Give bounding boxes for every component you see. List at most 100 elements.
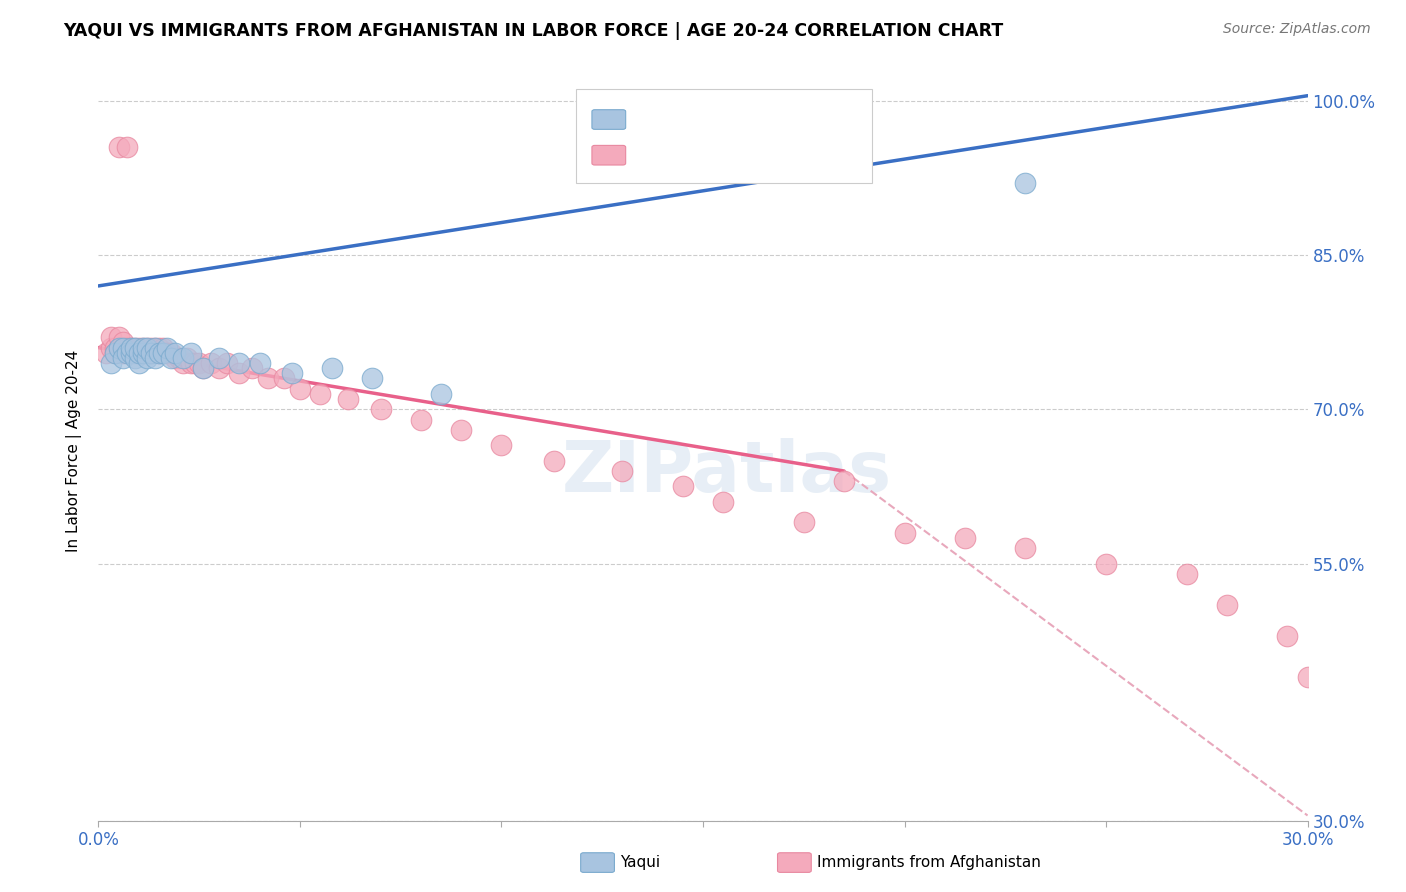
Point: [107, 341, 129, 355]
Point: [152, 341, 174, 355]
Point: [115, 345, 138, 359]
Y-axis label: In Labor Force | Age 20-24: In Labor Force | Age 20-24: [66, 350, 83, 551]
Point: [337, 392, 360, 406]
Point: [160, 351, 183, 365]
Point: [135, 341, 157, 355]
Point: [1296, 670, 1319, 684]
Point: [111, 345, 134, 359]
Point: [163, 351, 186, 365]
Point: [208, 351, 231, 365]
Text: R =  0.496   N = 35: R = 0.496 N = 35: [630, 112, 779, 127]
Point: [120, 345, 142, 359]
Point: [115, 341, 138, 355]
Text: ZIPatlas: ZIPatlas: [562, 438, 893, 508]
Point: [143, 341, 166, 355]
Point: [160, 345, 183, 359]
Point: [309, 387, 332, 401]
Point: [111, 335, 134, 350]
Point: [273, 371, 295, 385]
Point: [208, 361, 231, 376]
Text: Yaqui: Yaqui: [620, 855, 661, 870]
Point: [543, 454, 565, 468]
Point: [124, 341, 146, 355]
Point: [1014, 541, 1036, 556]
Point: [143, 341, 166, 355]
Text: Source: ZipAtlas.com: Source: ZipAtlas.com: [1223, 22, 1371, 37]
Point: [1216, 598, 1239, 612]
Point: [139, 345, 162, 359]
Point: [184, 356, 207, 370]
Point: [612, 464, 634, 478]
Point: [103, 341, 125, 355]
Point: [124, 341, 146, 355]
Point: [172, 351, 194, 365]
Point: [228, 367, 250, 381]
Point: [361, 371, 384, 385]
Point: [1175, 566, 1198, 581]
Point: [152, 345, 174, 359]
Point: [107, 341, 129, 355]
Point: [450, 423, 472, 437]
Point: [135, 351, 157, 365]
Point: [163, 345, 186, 359]
Point: [111, 341, 134, 355]
Point: [228, 356, 250, 370]
Point: [152, 345, 174, 359]
Point: [128, 341, 150, 355]
Text: R = -0.315   N = 68: R = -0.315 N = 68: [630, 148, 780, 162]
Point: [139, 345, 162, 359]
Point: [103, 345, 125, 359]
Point: [793, 516, 815, 530]
Point: [148, 345, 170, 359]
Point: [120, 341, 142, 355]
Point: [132, 345, 155, 359]
Point: [139, 341, 162, 355]
Point: [135, 341, 157, 355]
Point: [132, 341, 155, 355]
Point: [148, 341, 170, 355]
Point: [156, 341, 179, 355]
Point: [156, 345, 179, 359]
Point: [256, 371, 278, 385]
Point: [148, 345, 170, 359]
Point: [176, 351, 198, 365]
Point: [200, 356, 222, 370]
Point: [193, 361, 215, 376]
Text: Immigrants from Afghanistan: Immigrants from Afghanistan: [817, 855, 1040, 870]
Point: [128, 345, 150, 359]
Point: [115, 345, 138, 359]
Point: [96, 345, 118, 359]
Point: [711, 495, 734, 509]
Point: [240, 361, 263, 376]
Point: [103, 345, 125, 359]
Point: [124, 351, 146, 365]
Point: [120, 345, 142, 359]
Point: [128, 345, 150, 359]
Point: [1277, 628, 1299, 642]
Point: [249, 356, 271, 370]
Point: [193, 361, 215, 376]
Point: [1095, 557, 1118, 571]
Point: [100, 356, 122, 370]
Point: [124, 345, 146, 359]
Point: [1014, 176, 1036, 190]
Point: [172, 356, 194, 370]
Point: [370, 402, 392, 417]
Point: [128, 356, 150, 370]
Point: [321, 361, 343, 376]
Point: [491, 438, 513, 452]
Point: [217, 356, 239, 370]
Point: [100, 330, 122, 344]
Point: [107, 140, 129, 154]
Point: [132, 341, 155, 355]
Point: [115, 140, 138, 154]
Point: [111, 351, 134, 365]
Point: [832, 475, 855, 489]
Point: [120, 341, 142, 355]
Point: [188, 356, 211, 370]
Point: [135, 345, 157, 359]
Point: [430, 387, 453, 401]
Point: [893, 525, 915, 540]
Point: [409, 412, 432, 426]
Point: [143, 351, 166, 365]
